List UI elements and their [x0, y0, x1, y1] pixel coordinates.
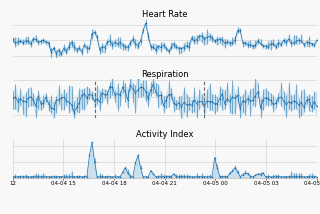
Title: Heart Rate: Heart Rate [142, 10, 188, 19]
Title: Respiration: Respiration [141, 70, 188, 79]
Title: Activity Index: Activity Index [136, 130, 194, 139]
